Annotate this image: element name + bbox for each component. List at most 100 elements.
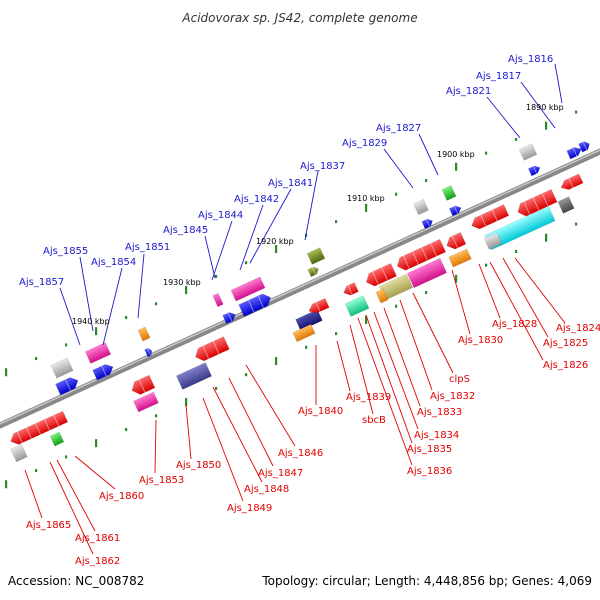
gene-label-ajs1839[interactable]: Ajs_1839	[346, 392, 391, 403]
gene-feature-block[interactable]	[50, 357, 74, 379]
gene-feature-block[interactable]	[528, 164, 541, 177]
gene-label-ajs1850[interactable]: Ajs_1850	[176, 460, 221, 471]
gene-feature-block[interactable]	[557, 196, 575, 214]
gene-label-ajs1846[interactable]: Ajs_1846	[278, 448, 323, 459]
gene-feature-block[interactable]	[49, 431, 65, 447]
gene-label-ajs1849[interactable]: Ajs_1849	[227, 503, 272, 514]
gene-feature-block[interactable]	[10, 443, 28, 463]
gene-label-ajs1853[interactable]: Ajs_1853	[139, 475, 184, 486]
scale-tick	[275, 245, 278, 254]
gene-feature-block[interactable]	[441, 185, 457, 201]
leader-line	[399, 299, 433, 391]
gene-feature-block[interactable]	[137, 326, 151, 342]
scale-tick	[155, 302, 158, 306]
gene-feature-block[interactable]	[566, 145, 583, 160]
gene-label-ajs1817[interactable]: Ajs_1817	[476, 71, 521, 82]
gene-feature-block[interactable]	[292, 323, 316, 343]
gene-feature-block[interactable]	[469, 204, 510, 232]
gene-label-ajs1824[interactable]: Ajs_1824	[556, 323, 600, 334]
gene-label-ajs1848[interactable]: Ajs_1848	[244, 484, 289, 495]
gene-feature-block[interactable]	[421, 217, 434, 230]
leader-line	[349, 324, 374, 415]
gene-label-ajs1834[interactable]: Ajs_1834	[414, 430, 459, 441]
gene-feature-block[interactable]	[144, 347, 154, 358]
gene-feature-block[interactable]	[212, 292, 224, 308]
gene-label-ajs1830[interactable]: Ajs_1830	[458, 335, 503, 346]
gene-feature-block[interactable]	[307, 297, 330, 315]
gene-feature-block[interactable]	[222, 310, 238, 324]
leader-line	[74, 455, 116, 490]
leader-line	[59, 287, 81, 346]
gene-label-ajs1857[interactable]: Ajs_1857	[19, 277, 64, 288]
gene-feature-block[interactable]	[55, 375, 81, 396]
gene-label-ajs1840[interactable]: Ajs_1840	[298, 406, 343, 417]
gene-label-ajs1821[interactable]: Ajs_1821	[446, 86, 491, 97]
gene-feature-block[interactable]	[307, 265, 320, 278]
gene-feature-block[interactable]	[518, 143, 538, 161]
gene-label-ajs1832[interactable]: Ajs_1832	[430, 391, 475, 402]
gene-label-ajs1855[interactable]: Ajs_1855	[43, 246, 88, 257]
leader-line	[451, 269, 471, 335]
gene-feature-block[interactable]	[238, 291, 274, 317]
gene-feature-block[interactable]	[175, 362, 213, 390]
gene-label-ajs1865[interactable]: Ajs_1865	[26, 520, 71, 531]
gene-feature-block[interactable]	[578, 140, 592, 153]
scale-tick	[95, 439, 98, 448]
gene-label-ajs1860[interactable]: Ajs_1860	[99, 491, 144, 502]
gene-feature-block[interactable]	[449, 204, 462, 217]
gene-label-ajs1816[interactable]: Ajs_1816	[508, 54, 553, 65]
gene-label-clps[interactable]: clpS	[449, 374, 470, 385]
scale-label-1930: 1930 kbp	[163, 278, 201, 287]
gene-label-ajs1845[interactable]: Ajs_1845	[163, 225, 208, 236]
gene-feature-block[interactable]	[394, 238, 446, 272]
gene-feature-block[interactable]	[342, 282, 359, 298]
gene-feature-block[interactable]	[230, 276, 266, 302]
gene-label-ajs1854[interactable]: Ajs_1854	[91, 257, 136, 268]
gene-label-sbcb[interactable]: sbcB	[362, 415, 386, 426]
scale-label-1940: 1940 kbp	[72, 317, 110, 326]
scale-tick	[365, 315, 368, 324]
gene-feature-block[interactable]	[363, 263, 397, 288]
leader-line	[56, 459, 96, 532]
gene-label-ajs1841[interactable]: Ajs_1841	[268, 178, 313, 189]
gene-feature-block[interactable]	[515, 188, 558, 218]
gene-feature-block[interactable]	[133, 391, 159, 413]
leader-line	[202, 397, 244, 502]
scale-tick	[545, 121, 548, 130]
gene-label-ajs1835[interactable]: Ajs_1835	[407, 444, 452, 455]
gene-label-ajs1844[interactable]: Ajs_1844	[198, 210, 243, 221]
gene-feature-block[interactable]	[413, 198, 429, 216]
gene-label-ajs1861[interactable]: Ajs_1861	[75, 533, 120, 544]
gene-label-ajs1833[interactable]: Ajs_1833	[417, 407, 462, 418]
gene-feature-block[interactable]	[193, 336, 230, 364]
gene-label-ajs1826[interactable]: Ajs_1826	[543, 360, 588, 371]
gene-feature-block[interactable]	[84, 342, 112, 364]
gene-label-ajs1837[interactable]: Ajs_1837	[300, 161, 345, 172]
gene-label-ajs1827[interactable]: Ajs_1827	[376, 123, 421, 134]
gene-label-ajs1847[interactable]: Ajs_1847	[258, 468, 303, 479]
gene-feature-block[interactable]	[375, 288, 389, 304]
gene-feature-block[interactable]	[444, 232, 467, 251]
gene-feature-block[interactable]	[483, 232, 503, 250]
leader-line	[502, 257, 549, 338]
gene-feature-block[interactable]	[559, 173, 584, 192]
gene-feature-block[interactable]	[448, 248, 472, 268]
gene-label-ajs1828[interactable]: Ajs_1828	[492, 319, 537, 330]
gene-label-ajs1862[interactable]: Ajs_1862	[75, 556, 120, 567]
gene-feature-block[interactable]	[129, 374, 156, 397]
gene-feature-block[interactable]	[8, 410, 69, 447]
scale-tick	[95, 327, 98, 336]
gene-label-ajs1851[interactable]: Ajs_1851	[125, 242, 170, 253]
gene-label-ajs1829[interactable]: Ajs_1829	[342, 138, 387, 149]
gene-label-ajs1842[interactable]: Ajs_1842	[234, 194, 279, 205]
scale-tick	[575, 222, 578, 226]
gene-feature-block[interactable]	[92, 362, 116, 381]
gene-feature-block[interactable]	[406, 257, 448, 289]
gene-label-ajs1825[interactable]: Ajs_1825	[543, 338, 588, 349]
gene-label-ajs1836[interactable]: Ajs_1836	[407, 466, 452, 477]
scale-tick	[425, 291, 428, 295]
gene-feature-block[interactable]	[344, 295, 370, 317]
scale-tick	[395, 304, 398, 308]
gene-feature-block[interactable]	[306, 247, 326, 265]
